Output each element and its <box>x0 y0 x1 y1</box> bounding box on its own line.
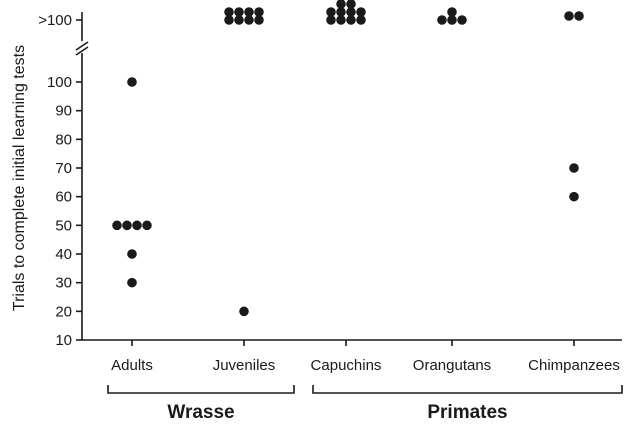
data-point <box>244 7 254 17</box>
group-label: Primates <box>427 402 507 423</box>
y-tick-label: 10 <box>55 332 72 349</box>
x-axis: Adults Juveniles Capuchins Orangutans Chimpa… <box>82 339 622 374</box>
data-point <box>336 0 346 9</box>
y-tick-label: 20 <box>55 303 72 320</box>
data-point <box>142 220 152 231</box>
group-label: Wrasse <box>167 402 234 423</box>
data-point <box>336 7 346 17</box>
data-point <box>447 15 457 25</box>
data-point <box>224 7 234 17</box>
y-tick-label: 80 <box>55 131 72 148</box>
x-tick-label: Juveniles <box>213 357 276 374</box>
y-tick-label: 40 <box>55 246 72 263</box>
data-point <box>437 15 447 25</box>
data-point <box>244 15 254 25</box>
y-tick-label: 70 <box>55 160 72 177</box>
data-point <box>447 7 457 17</box>
data-point <box>356 15 366 25</box>
data-point <box>122 220 132 231</box>
data-point <box>569 163 579 173</box>
data-point <box>234 15 244 25</box>
y-tick-label: 90 <box>55 103 72 120</box>
x-tick-label: Capuchins <box>311 357 382 374</box>
axis-break-mark <box>75 46 89 56</box>
y-axis-title: Trials to complete initial learning test… <box>11 45 28 311</box>
data-point <box>112 220 122 231</box>
data-point <box>127 277 137 288</box>
data-point <box>239 306 249 317</box>
data-point <box>224 15 234 25</box>
data-point <box>132 220 142 231</box>
group-bracket <box>312 385 623 394</box>
data-point <box>254 15 264 25</box>
data-point <box>326 7 336 17</box>
data-point <box>254 7 264 17</box>
data-point <box>569 191 579 202</box>
data-points <box>112 0 584 317</box>
data-point <box>127 249 137 259</box>
y-tick-label: 60 <box>55 189 72 206</box>
group-brackets: Wrasse Primates <box>107 385 623 423</box>
x-tick-label: Chimpanzees <box>528 357 620 374</box>
data-point <box>356 7 366 17</box>
y-tick-label: 100 <box>47 74 72 91</box>
axis-break-mark <box>75 41 89 51</box>
data-point <box>346 15 356 25</box>
data-point <box>457 15 467 25</box>
data-point <box>127 77 137 87</box>
data-point <box>574 11 584 21</box>
data-point <box>326 15 336 25</box>
y-axis: 10 20 30 40 50 60 70 80 90 100 >100 <box>38 12 89 349</box>
x-tick-label: Orangutans <box>413 357 491 374</box>
group-bracket <box>107 385 295 394</box>
y-tick-label: 30 <box>55 275 72 292</box>
data-point <box>346 0 356 9</box>
y-tick-label: 50 <box>55 217 72 234</box>
x-tick-label: Adults <box>111 357 153 374</box>
data-point <box>336 15 346 25</box>
y-tick-label-overflow: >100 <box>38 12 72 29</box>
data-point <box>346 7 356 17</box>
data-point <box>564 11 574 21</box>
data-point <box>234 7 244 17</box>
